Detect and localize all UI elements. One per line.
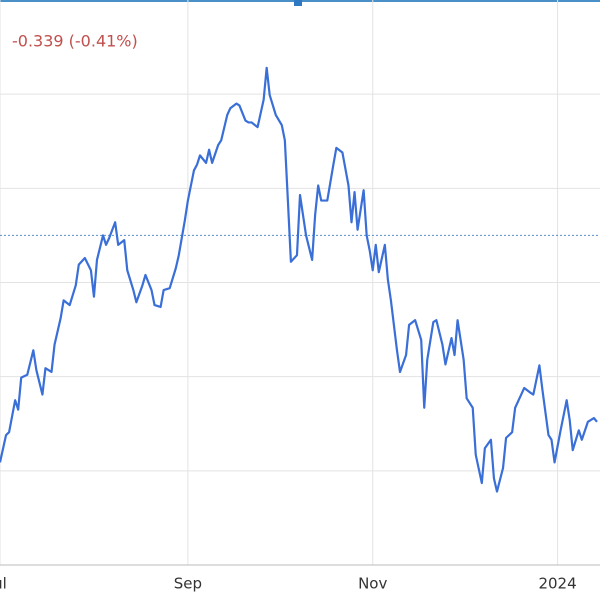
x-tick-label: Nov bbox=[358, 575, 387, 593]
x-tick-label: Sep bbox=[174, 575, 202, 593]
range-handle[interactable] bbox=[294, 0, 302, 6]
price-line bbox=[0, 66, 598, 493]
x-tick-label: ul bbox=[0, 575, 7, 593]
x-tick-label: 2024 bbox=[538, 575, 576, 593]
change-annotation: -0.339 (-0.41%) bbox=[12, 32, 138, 51]
